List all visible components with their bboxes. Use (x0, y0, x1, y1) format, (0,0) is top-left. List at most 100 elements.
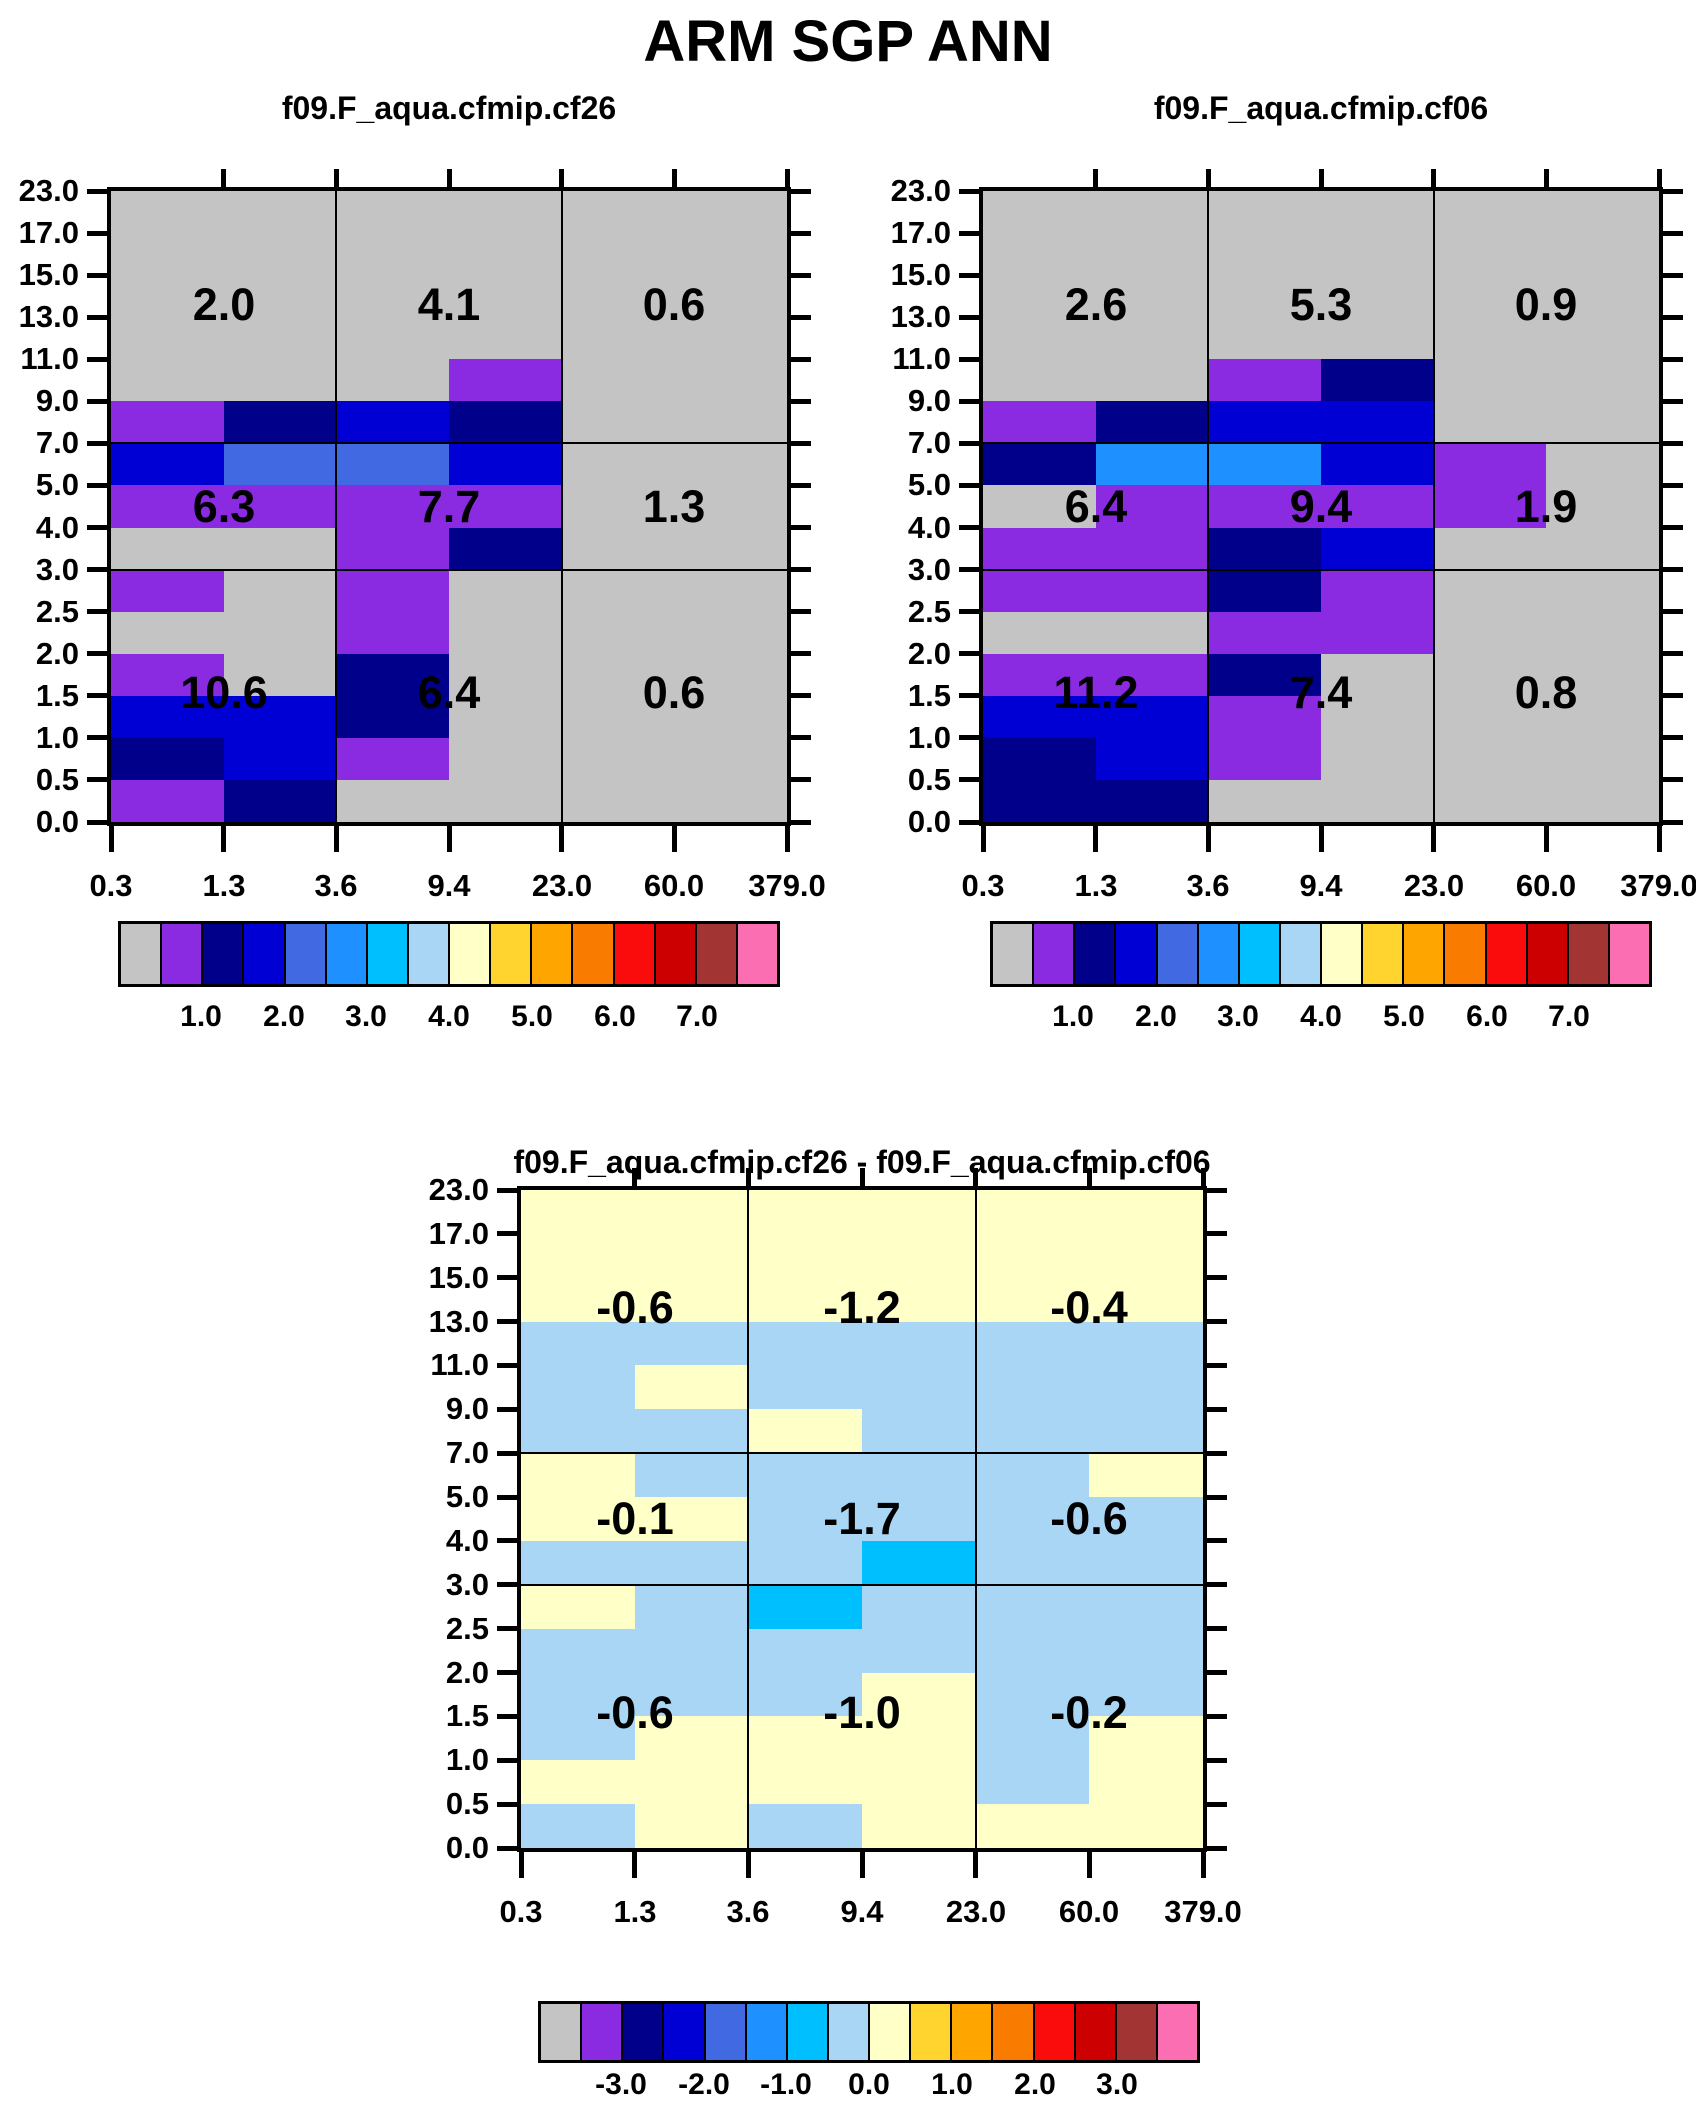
heatmap-cell (1320, 275, 1434, 318)
heatmap-cell (1546, 527, 1659, 570)
x-axis-tick-bottom (109, 826, 114, 852)
heatmap-cell (561, 359, 675, 402)
heatmap-cell (975, 1365, 1090, 1410)
y-axis-label: 5.0 (35, 467, 79, 502)
heatmap-cell (983, 779, 1096, 822)
colorbar-tick-label: -2.0 (678, 2068, 730, 2101)
y-axis-tick-left (959, 525, 979, 530)
heatmap-cell (748, 1365, 862, 1410)
heatmap-cell (861, 1628, 976, 1673)
block-divider-horizontal (521, 1452, 1203, 1454)
colorbar-tick-label: -1.0 (760, 2068, 812, 2101)
x-axis-label: 60.0 (1058, 1894, 1120, 1929)
y-axis-tick-left (497, 1407, 517, 1412)
heatmap-cell (1095, 779, 1209, 822)
heatmap-cell (448, 653, 562, 696)
block-divider-vertical (561, 191, 563, 822)
heatmap-cell (1320, 191, 1434, 234)
block-divider-horizontal (111, 442, 787, 444)
heatmap-cell (448, 695, 562, 738)
heatmap-cell-grid (111, 191, 787, 822)
y-axis-tick-right (1207, 1275, 1227, 1280)
heatmap-cell (1546, 485, 1659, 528)
heatmap-cell (223, 233, 337, 276)
heatmap-cell (111, 611, 224, 654)
heatmap-cell (1095, 191, 1209, 234)
colorbar-swatch (406, 924, 448, 984)
heatmap-cell (1089, 1628, 1203, 1673)
x-axis-tick-bottom (559, 826, 564, 852)
y-axis-label: 15.0 (890, 257, 951, 292)
heatmap-cell (1546, 569, 1659, 612)
x-axis-label: 1.3 (202, 868, 246, 903)
heatmap-cell (1089, 1365, 1203, 1410)
y-axis-label: 0.0 (35, 804, 79, 839)
heatmap-cell (561, 695, 675, 738)
block-mean-value: 11.2 (1053, 667, 1139, 718)
heatmap-cell (223, 653, 337, 696)
y-axis-tick-left (497, 1670, 517, 1675)
colorbar-swatch (1484, 924, 1526, 984)
heatmap-cell (111, 527, 224, 570)
heatmap-cell (521, 1716, 635, 1761)
x-axis-tick-top (334, 169, 339, 187)
y-axis-tick-right (1663, 357, 1683, 362)
heatmap-cell (674, 317, 787, 360)
y-axis-tick-left (87, 315, 107, 320)
y-axis-label: 3.0 (445, 1567, 489, 1602)
heatmap-cell (634, 1628, 749, 1673)
heatmap-cell (1320, 359, 1434, 402)
block-divider-horizontal (521, 1584, 1203, 1586)
x-axis-tick-bottom (221, 826, 226, 852)
heatmap-cell (223, 401, 337, 444)
y-axis-label: 2.5 (445, 1611, 489, 1646)
y-axis-label: 17.0 (428, 1216, 489, 1251)
heatmap-cell (975, 1277, 1090, 1322)
heatmap-cell (983, 359, 1096, 402)
heatmap-cell (561, 233, 675, 276)
heatmap-cell (975, 1409, 1090, 1454)
colorbar-swatch (1237, 924, 1279, 984)
block-mean-value: -1.0 (823, 1687, 901, 1738)
heatmap-cell (561, 611, 675, 654)
y-axis-tick-right (1663, 189, 1683, 194)
heatmap-cell (861, 1672, 976, 1717)
y-axis-label: 9.0 (907, 383, 951, 418)
y-axis-tick-left (87, 693, 107, 698)
colorbar (990, 921, 1652, 987)
heatmap-cell (561, 191, 675, 234)
heatmap-cell (561, 779, 675, 822)
heatmap-cell (983, 443, 1096, 486)
heatmap-cell (336, 359, 449, 402)
heatmap-cell (111, 653, 224, 696)
block-mean-value: -0.6 (596, 1282, 674, 1333)
y-axis-tick-right (1207, 1582, 1227, 1587)
x-axis-tick-bottom (632, 1852, 637, 1878)
heatmap-cell (521, 1760, 635, 1805)
x-axis-tick-bottom (981, 826, 986, 852)
y-axis-tick-right (791, 483, 811, 488)
heatmap-cell (634, 1584, 749, 1629)
heatmap-cell (1433, 737, 1547, 780)
heatmap-cell (1089, 1453, 1203, 1498)
heatmap-cell (111, 443, 224, 486)
y-axis-tick-left (497, 1626, 517, 1631)
y-axis-tick-left (497, 1363, 517, 1368)
heatmap-cell (983, 401, 1096, 444)
y-axis-tick-right (791, 651, 811, 656)
colorbar-swatch (571, 924, 613, 984)
y-axis-label: 0.5 (445, 1786, 489, 1821)
colorbar-swatch (489, 924, 531, 984)
y-axis-tick-left (959, 651, 979, 656)
y-axis-tick-right (791, 273, 811, 278)
heatmap-cell (634, 1804, 749, 1848)
heatmap-cell (861, 1760, 976, 1805)
figure-title: ARM SGP ANN (643, 9, 1053, 74)
x-axis-label: 1.3 (1074, 868, 1118, 903)
heatmap-cell (1095, 485, 1209, 528)
y-axis-tick-right (1663, 315, 1683, 320)
block-divider-horizontal (983, 442, 1659, 444)
heatmap-cell (1546, 191, 1659, 234)
heatmap-cell (1089, 1321, 1203, 1366)
x-axis-tick-bottom (973, 1852, 978, 1878)
